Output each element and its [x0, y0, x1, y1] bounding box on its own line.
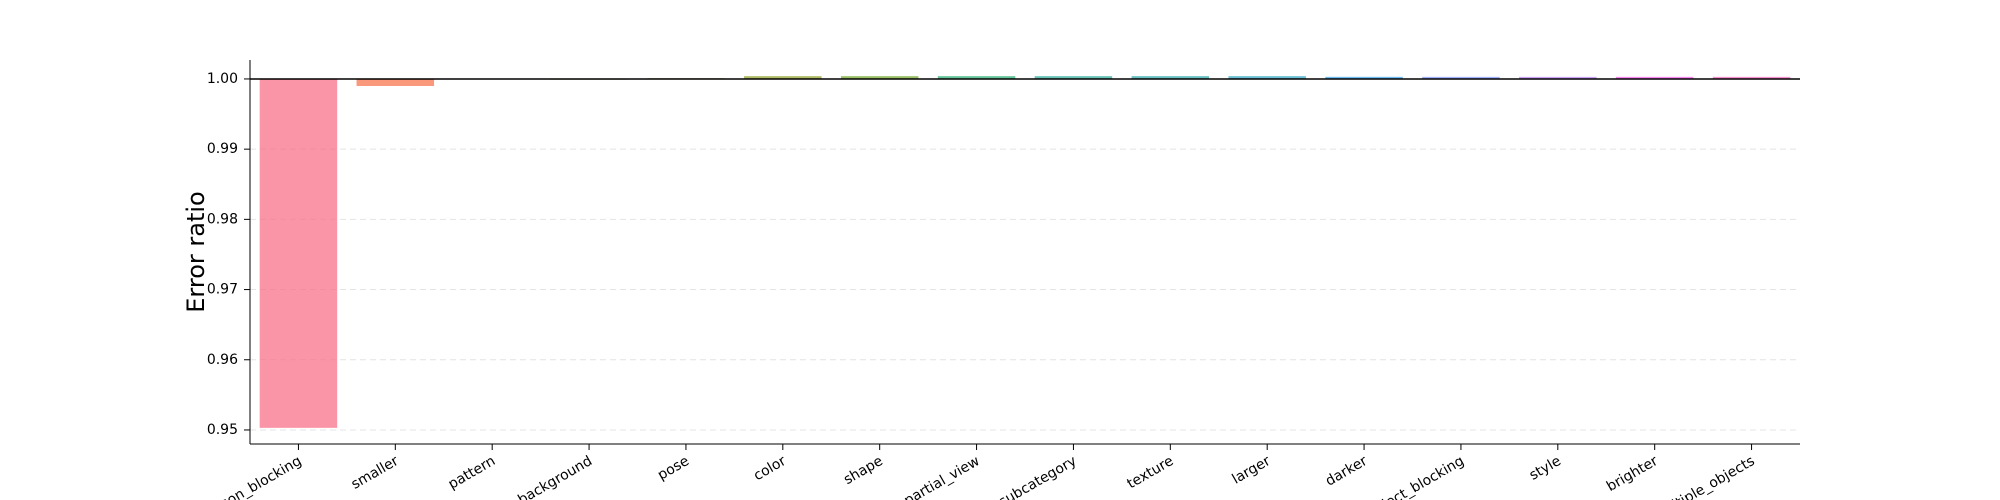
x-tick-label: pose	[655, 453, 692, 484]
x-tick-label: smaller	[349, 453, 402, 493]
bar	[259, 78, 338, 428]
bar	[1325, 76, 1403, 79]
bar	[1422, 76, 1500, 79]
bar	[1034, 76, 1113, 79]
x-tick-label: pattern	[446, 453, 499, 493]
x-tick-label: larger	[1229, 453, 1273, 488]
y-tick-label: 0.95	[207, 422, 238, 438]
bar	[1228, 76, 1306, 79]
x-tick-label: brighter	[1604, 453, 1661, 495]
x-tick-label: color	[751, 453, 789, 484]
x-tick-label: background	[515, 453, 595, 500]
x-tick-label: darker	[1323, 453, 1370, 490]
x-tick-label: person_blocking	[198, 453, 305, 500]
y-tick-label: 0.97	[207, 282, 238, 298]
y-tick-label: 0.96	[207, 352, 238, 368]
y-tick-label: 0.99	[207, 141, 238, 157]
bar	[1712, 76, 1791, 79]
bar	[1131, 76, 1210, 79]
x-tick-label: subcategory	[996, 453, 1079, 500]
bar	[937, 76, 1016, 79]
x-tick-label: object_blocking	[1365, 453, 1467, 500]
x-tick-label: style	[1527, 453, 1564, 484]
bar	[744, 76, 822, 79]
bar	[1615, 76, 1694, 79]
x-tick-label: partial_view	[902, 453, 983, 500]
y-tick-label: 1.00	[207, 71, 238, 87]
y-tick-label: 0.98	[207, 211, 238, 227]
x-tick-label: shape	[841, 453, 886, 488]
bar	[1519, 76, 1597, 79]
bar	[356, 78, 435, 86]
x-tick-label: multiple_objects	[1650, 453, 1757, 500]
x-tick-label: texture	[1125, 453, 1177, 492]
y-axis-label: Error ratio	[182, 191, 210, 312]
bar	[840, 76, 919, 79]
